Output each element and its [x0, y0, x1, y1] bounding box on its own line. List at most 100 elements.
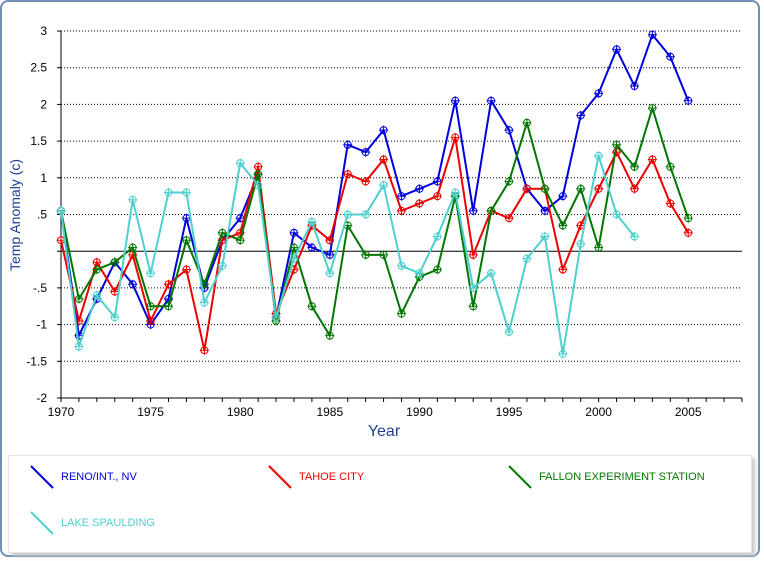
data-point — [612, 140, 622, 150]
data-point — [414, 198, 424, 208]
series-line — [60, 136, 690, 352]
data-point — [217, 261, 227, 271]
data-point — [647, 154, 657, 164]
data-point — [289, 254, 299, 264]
data-point — [253, 180, 263, 190]
y-axis-title: Temp Anomaly (c) — [7, 159, 23, 271]
data-point — [486, 96, 496, 106]
data-point — [486, 206, 496, 216]
data-point — [325, 268, 335, 278]
data-point — [289, 243, 299, 253]
legend-label-tahoe: TAHOE CITY — [299, 471, 365, 483]
data-point — [576, 239, 586, 249]
data-point — [181, 187, 191, 197]
data-point — [397, 261, 406, 271]
data-point — [128, 195, 138, 205]
y-tick-label: -1.5 — [26, 354, 47, 368]
data-point — [397, 309, 406, 319]
data-point — [397, 206, 406, 216]
data-point — [504, 213, 514, 223]
legend-label-reno: RENO/INT., NV — [61, 471, 137, 483]
y-tick-label: 2.5 — [30, 61, 47, 75]
data-point — [612, 44, 622, 54]
data-point — [379, 250, 389, 260]
data-point — [540, 232, 550, 242]
data-point — [307, 243, 317, 253]
data-point — [146, 268, 156, 278]
data-point — [325, 331, 335, 341]
data-point — [683, 213, 693, 223]
data-point — [665, 162, 675, 172]
data-point — [432, 265, 442, 275]
series-2 — [56, 103, 693, 341]
data-point — [576, 110, 586, 120]
data-point — [307, 301, 317, 311]
data-point — [397, 191, 406, 201]
data-point — [540, 184, 550, 194]
data-point — [235, 235, 245, 245]
data-point — [271, 312, 281, 322]
data-point — [379, 180, 389, 190]
data-point — [612, 210, 622, 219]
y-tick-label: .5 — [37, 208, 47, 222]
x-tick-label: 1975 — [137, 405, 164, 419]
data-point — [432, 191, 442, 201]
data-point — [379, 125, 389, 135]
data-point — [522, 254, 532, 264]
legend-label-spaulding: LAKE SPAULDING — [61, 517, 155, 529]
data-point — [594, 184, 604, 194]
data-point — [665, 198, 675, 208]
data-point — [361, 147, 371, 157]
data-point — [379, 154, 389, 164]
data-point — [92, 290, 102, 300]
legend-swatch-spaulding — [30, 511, 54, 535]
data-point — [629, 232, 639, 242]
data-point — [558, 349, 568, 359]
data-point — [146, 301, 156, 311]
data-point — [450, 132, 460, 142]
data-point — [414, 184, 424, 194]
data-point — [594, 243, 604, 253]
data-point — [522, 118, 532, 128]
data-point — [450, 187, 460, 197]
data-point — [164, 279, 174, 289]
data-point — [647, 103, 657, 113]
data-point — [558, 221, 568, 231]
data-point — [56, 206, 66, 216]
data-point — [325, 250, 335, 260]
series-3 — [56, 151, 639, 359]
data-point — [414, 268, 424, 278]
data-point — [450, 96, 460, 106]
data-point — [683, 96, 693, 106]
data-point — [181, 235, 191, 245]
data-point — [199, 298, 209, 308]
legend-item-fallon: FALLON EXPERIMENT STATION — [507, 464, 705, 490]
x-tick-label: 1985 — [316, 405, 343, 419]
data-point — [343, 169, 353, 179]
data-point — [576, 184, 586, 194]
data-point — [253, 169, 263, 179]
data-point — [468, 301, 478, 311]
y-tick-label: -1 — [36, 318, 47, 332]
data-point — [92, 265, 102, 275]
data-point — [629, 81, 639, 91]
data-point — [361, 250, 371, 260]
x-tick-label: 2005 — [675, 405, 702, 419]
data-point — [504, 327, 514, 337]
x-tick-label: 1970 — [48, 405, 75, 419]
data-point — [164, 187, 174, 197]
y-tick-label: -2 — [36, 391, 47, 405]
data-point — [432, 232, 442, 242]
series-line — [60, 33, 690, 337]
y-tick-label: 2 — [40, 97, 47, 111]
x-tick-label: 1990 — [406, 405, 433, 419]
data-point — [128, 243, 138, 253]
legend-item-reno: RENO/INT., NV — [29, 464, 137, 490]
data-point — [594, 151, 604, 161]
data-point — [629, 162, 639, 172]
data-point — [110, 257, 120, 267]
y-tick-label: 1.5 — [30, 134, 47, 148]
data-point — [74, 294, 84, 304]
